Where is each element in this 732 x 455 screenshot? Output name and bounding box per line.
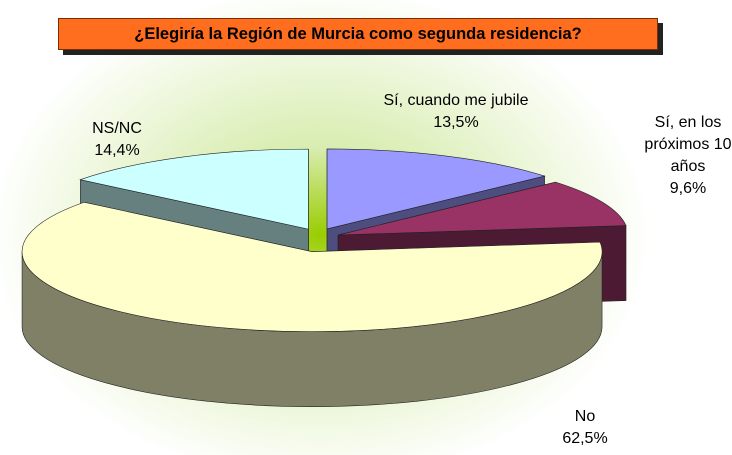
slice xyxy=(338,181,627,236)
category-label: Sí, en los próximos 10 años xyxy=(644,114,732,175)
value-label: 9,6% xyxy=(669,180,707,197)
slice-label: No 62,5% xyxy=(545,406,625,450)
slice xyxy=(326,148,546,230)
chart-title: ¿Elegiría la Región de Murcia como segun… xyxy=(58,18,658,50)
category-label: NS/NC xyxy=(92,120,142,137)
category-label: Sí, cuando me jubile xyxy=(383,92,529,109)
value-label: 13,5% xyxy=(433,114,479,131)
slice-label: Sí, cuando me jubile 13,5% xyxy=(381,90,531,134)
slice-label: NS/NC 14,4% xyxy=(67,118,167,162)
slice xyxy=(79,148,309,230)
slice-label: Sí, en los próximos 10 años 9,6% xyxy=(628,112,732,200)
value-label: 14,4% xyxy=(94,142,140,159)
category-label: No xyxy=(574,408,596,425)
value-label: 62,5% xyxy=(562,430,608,447)
slice xyxy=(21,201,603,332)
